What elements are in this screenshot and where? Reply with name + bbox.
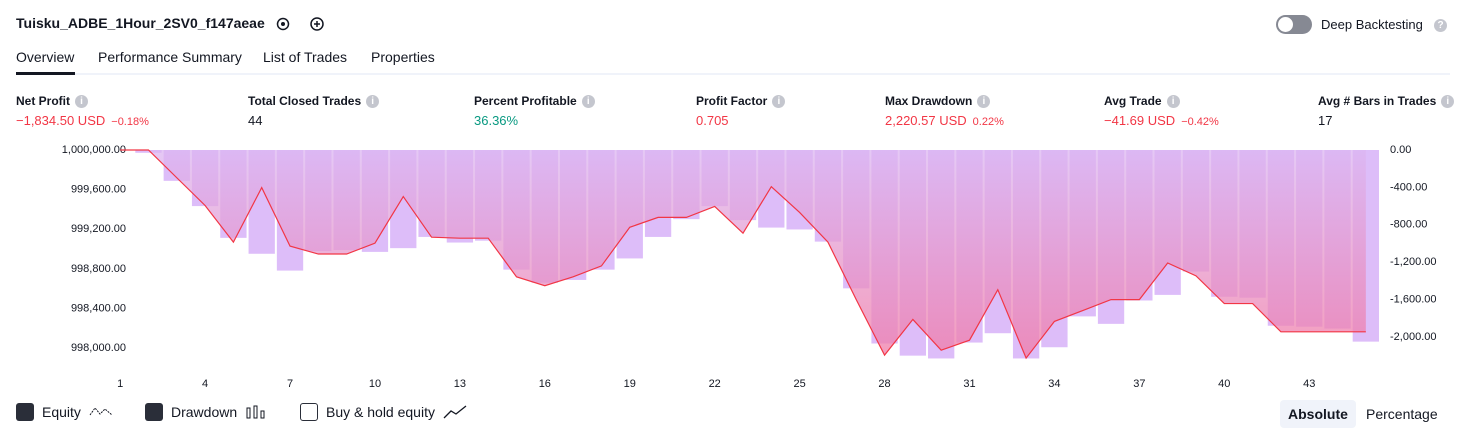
x-tick-label: 13: [454, 378, 466, 390]
x-tick-label: 19: [624, 378, 636, 390]
metric-label-text: Total Closed Trades: [248, 94, 362, 108]
metric-label-text: Profit Factor: [696, 94, 768, 108]
y-tick-label: 1,000,000.00: [62, 144, 126, 156]
y-tick-label: 998,000.00: [71, 342, 126, 354]
toggle[interactable]: [1276, 15, 1312, 34]
absolute-button[interactable]: Absolute: [1280, 400, 1356, 428]
buyhold-toggle[interactable]: Buy & hold equity: [300, 403, 467, 421]
y2-tick-label: 0.00: [1390, 144, 1411, 156]
metric-label-text: Percent Profitable: [474, 94, 577, 108]
tab-divider: [16, 73, 1450, 75]
metric-label: Profit Factor i: [696, 94, 786, 108]
active-tab-underline: [16, 72, 75, 75]
legend-label: Buy & hold equity: [326, 404, 435, 420]
drawdown-icon: [246, 405, 265, 419]
metric-value-text: 2,220.57 USD: [885, 113, 967, 128]
x-tick-label: 28: [878, 378, 890, 390]
metric-sub: 0.22%: [972, 116, 1004, 128]
y-tick-label: 999,600.00: [71, 184, 126, 196]
info-icon[interactable]: i: [772, 94, 786, 108]
metric-value: 17: [1318, 113, 1332, 128]
legend-label: Equity: [42, 404, 81, 420]
metric-sub: −0.42%: [1181, 116, 1219, 128]
info-icon[interactable]: i: [581, 94, 595, 108]
drawdown-bar: [135, 150, 162, 153]
metric-label: Avg Trade i: [1104, 94, 1180, 108]
y2-tick-label: -1,200.00: [1390, 256, 1436, 268]
x-tick-label: 37: [1133, 378, 1145, 390]
y-tick-label: 999,200.00: [71, 223, 126, 235]
metric-label: Avg # Bars in Trades i: [1318, 94, 1455, 108]
equity-toggle[interactable]: Equity: [16, 403, 113, 421]
metric-label-text: Max Drawdown: [885, 94, 973, 108]
checkbox[interactable]: [300, 403, 318, 421]
legend-label: Drawdown: [171, 404, 238, 420]
metric-value: −41.69 USD −0.42%: [1104, 113, 1219, 128]
x-tick-label: 34: [1048, 378, 1060, 390]
drawdown-toggle[interactable]: Drawdown: [145, 403, 267, 421]
metric-value-text: −1,834.50 USD: [16, 113, 106, 128]
metric-label-text: Avg Trade: [1104, 94, 1162, 108]
x-tick-label: 1: [117, 378, 123, 390]
metric-value-text: −41.69 USD: [1104, 113, 1176, 128]
checkbox[interactable]: [145, 403, 163, 421]
percentage-button[interactable]: Percentage: [1366, 406, 1438, 422]
tab[interactable]: Performance Summary: [98, 49, 242, 65]
y2-tick-label: -1,600.00: [1390, 293, 1436, 305]
metric-value: 36.36%: [474, 113, 518, 128]
metric-value-text: 17: [1318, 113, 1333, 128]
info-icon[interactable]: i: [1166, 94, 1180, 108]
metric-value: 44: [248, 113, 262, 128]
checkbox[interactable]: [16, 403, 34, 421]
x-tick-label: 31: [963, 378, 975, 390]
info-icon[interactable]: i: [1441, 94, 1455, 108]
metric-label: Percent Profitable i: [474, 94, 595, 108]
equity-line: [120, 149, 1366, 360]
header-icons[interactable]: [274, 15, 334, 33]
info-icon[interactable]: i: [75, 94, 88, 108]
y2-tick-label: -400.00: [1390, 181, 1427, 193]
x-tick-label: 10: [369, 378, 381, 390]
metric-value-text: 0.705: [696, 113, 729, 128]
y-tick-label: 998,400.00: [71, 302, 126, 314]
metric-label-text: Net Profit: [16, 94, 70, 108]
x-tick-label: 40: [1218, 378, 1230, 390]
tab[interactable]: List of Trades: [263, 49, 348, 65]
toggle-label: Deep Backtesting: [1321, 17, 1423, 32]
info-icon[interactable]: i: [977, 94, 991, 108]
x-tick-label: 22: [709, 378, 721, 390]
x-tick-label: 4: [202, 378, 208, 390]
x-tick-label: 43: [1303, 378, 1315, 390]
metric-label: Total Closed Trades i: [248, 94, 380, 108]
metric-value: 0.705: [696, 113, 729, 128]
info-icon[interactable]: i: [366, 94, 380, 108]
tab[interactable]: Overview: [16, 49, 75, 65]
metric-value-text: 36.36%: [474, 113, 519, 128]
equity-icon: [89, 407, 113, 416]
metric-value-text: 44: [248, 113, 263, 128]
metric-value: −1,834.50 USD −0.18%: [16, 113, 149, 128]
metric-sub: −0.18%: [111, 116, 149, 128]
y2-tick-label: -2,000.00: [1390, 331, 1436, 343]
x-tick-label: 7: [287, 378, 293, 390]
x-tick-label: 25: [793, 378, 805, 390]
y-tick-label: 998,800.00: [71, 263, 126, 275]
metric-label: Net Profit i: [16, 94, 88, 108]
equity-area: [120, 150, 1366, 359]
y2-tick-label: -800.00: [1390, 219, 1427, 231]
metric-label-text: Avg # Bars in Trades: [1318, 94, 1437, 108]
tab[interactable]: Properties: [371, 49, 435, 65]
help-icon[interactable]: ?: [1434, 19, 1447, 32]
buyhold-icon: [443, 405, 467, 419]
metric-value: 2,220.57 USD 0.22%: [885, 113, 1004, 128]
x-tick-label: 16: [539, 378, 551, 390]
metric-label: Max Drawdown i: [885, 94, 991, 108]
strategy-title: Tuisku_ADBE_1Hour_2SV0_f147aeae: [16, 15, 265, 31]
